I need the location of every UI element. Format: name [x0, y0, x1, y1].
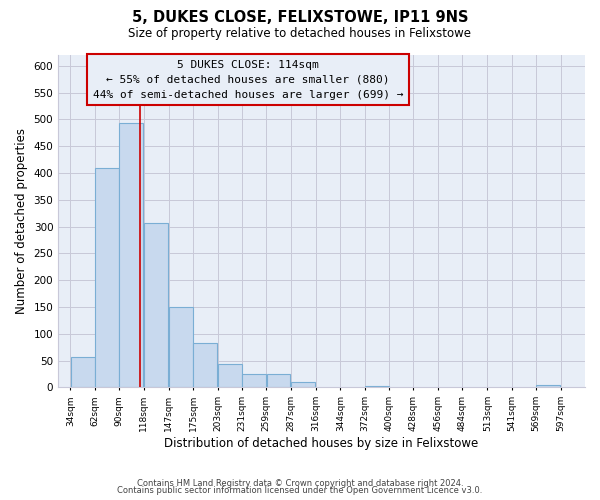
Bar — [71, 357, 95, 388]
Bar — [291, 382, 315, 388]
Bar — [218, 364, 242, 388]
Text: Contains HM Land Registry data © Crown copyright and database right 2024.: Contains HM Land Registry data © Crown c… — [137, 478, 463, 488]
Bar — [242, 374, 266, 388]
Bar — [365, 386, 389, 388]
Bar — [144, 223, 167, 388]
X-axis label: Distribution of detached houses by size in Felixstowe: Distribution of detached houses by size … — [164, 437, 479, 450]
Text: 5 DUKES CLOSE: 114sqm
← 55% of detached houses are smaller (880)
44% of semi-det: 5 DUKES CLOSE: 114sqm ← 55% of detached … — [92, 60, 403, 100]
Y-axis label: Number of detached properties: Number of detached properties — [15, 128, 28, 314]
Bar — [169, 307, 193, 388]
Text: Contains public sector information licensed under the Open Government Licence v3: Contains public sector information licen… — [118, 486, 482, 495]
Bar — [266, 374, 290, 388]
Bar — [119, 123, 143, 388]
Bar — [536, 384, 560, 388]
Text: Size of property relative to detached houses in Felixstowe: Size of property relative to detached ho… — [128, 28, 472, 40]
Bar — [95, 168, 119, 388]
Bar — [193, 344, 217, 388]
Text: 5, DUKES CLOSE, FELIXSTOWE, IP11 9NS: 5, DUKES CLOSE, FELIXSTOWE, IP11 9NS — [132, 10, 468, 25]
